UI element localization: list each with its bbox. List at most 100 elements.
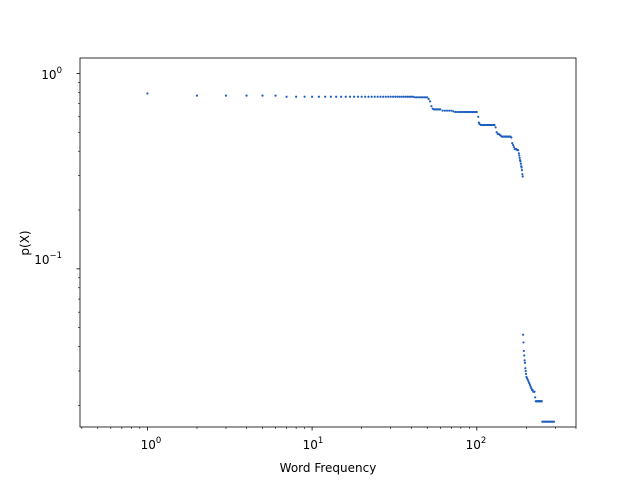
data-point (446, 109, 449, 112)
data-point (533, 390, 536, 393)
data-point (317, 95, 321, 98)
data-point (524, 367, 527, 370)
data-point (335, 95, 338, 98)
data-point (303, 95, 306, 98)
data-point (511, 142, 514, 145)
data-point (461, 110, 464, 114)
data-point (370, 95, 373, 98)
data-point (394, 95, 397, 98)
data-point (406, 95, 409, 98)
data-point (389, 95, 392, 98)
data-point (428, 100, 432, 103)
data-point (261, 94, 264, 97)
x-tick-label-1: 100 (141, 436, 162, 452)
data-point (344, 95, 347, 98)
data-point (457, 110, 461, 114)
data-point (512, 145, 516, 149)
data-point (495, 131, 498, 134)
data-point (511, 143, 515, 147)
data-point (519, 160, 522, 163)
scatter-points (146, 92, 556, 423)
data-point (522, 333, 525, 336)
data-point (522, 349, 525, 353)
data-point (523, 359, 526, 362)
data-point (521, 175, 524, 178)
data-point (400, 95, 403, 98)
data-point (517, 152, 520, 155)
data-point (415, 96, 418, 99)
data-point (195, 94, 199, 97)
data-point (519, 162, 522, 165)
data-point (274, 94, 277, 97)
y-tick-label-1: 100 (41, 66, 62, 82)
data-point (452, 110, 455, 113)
x-tick-label-100: 102 (466, 436, 487, 452)
data-point (418, 96, 421, 99)
data-point (410, 95, 413, 98)
data-point (524, 369, 527, 373)
x-tick-exponent-1: 0 (156, 436, 161, 446)
data-point (552, 420, 556, 423)
data-point (404, 95, 407, 98)
data-point (540, 400, 543, 403)
data-point (353, 95, 356, 98)
data-point (468, 110, 471, 114)
x-tick-exponent-100: 2 (481, 436, 486, 446)
data-point (475, 110, 478, 114)
data-point (459, 110, 462, 114)
data-point (494, 126, 497, 129)
data-point (530, 387, 533, 390)
data-point (224, 94, 228, 97)
data-point (463, 110, 466, 114)
data-point (382, 95, 385, 98)
data-point (413, 96, 416, 99)
data-point (360, 95, 363, 98)
data-point (411, 95, 415, 98)
data-point (522, 341, 525, 344)
x-tick-exponent-10: 1 (318, 436, 323, 446)
data-point (373, 95, 376, 98)
data-point (528, 383, 532, 386)
data-point (408, 95, 411, 98)
data-point (524, 372, 528, 375)
data-point (348, 95, 352, 98)
data-point (466, 110, 469, 114)
y-tick-exponent-1: 0 (57, 66, 62, 76)
x-tick-label-10: 101 (303, 436, 324, 452)
data-point (329, 95, 332, 98)
y-tick-exponent-0-1: −1 (49, 251, 62, 261)
data-point (528, 382, 531, 385)
data-point (427, 97, 430, 101)
data-point (420, 96, 423, 99)
data-point (520, 166, 523, 169)
data-point (379, 95, 382, 98)
data-point (523, 361, 527, 364)
y-axis-ticks (76, 73, 80, 406)
data-point (523, 354, 526, 357)
data-point (367, 95, 370, 98)
data-point (430, 105, 433, 108)
data-point (416, 96, 420, 99)
data-point (520, 169, 524, 172)
data-point (454, 110, 457, 114)
axes-frame (79, 57, 577, 428)
data-point (493, 123, 496, 127)
data-point (529, 385, 532, 388)
data-point (521, 173, 524, 176)
data-point (340, 95, 343, 98)
data-point (518, 154, 521, 157)
data-point (456, 110, 459, 114)
data-point (387, 95, 390, 98)
data-point (448, 109, 451, 112)
data-point (402, 95, 405, 98)
data-point (531, 388, 534, 392)
data-point (356, 95, 360, 98)
y-tick-label-0-1: 10−1 (34, 251, 62, 267)
data-point (324, 95, 327, 98)
data-point (426, 96, 429, 99)
data-point (285, 95, 288, 98)
data-point (464, 110, 468, 114)
data-point (310, 95, 314, 98)
data-point (146, 92, 149, 95)
data-point (398, 95, 401, 98)
